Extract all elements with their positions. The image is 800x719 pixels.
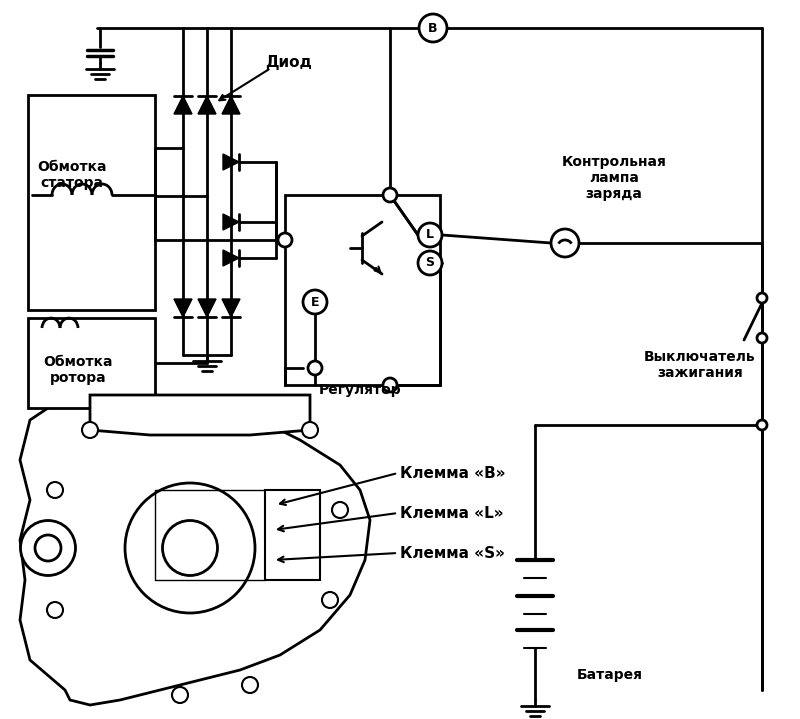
- Circle shape: [302, 422, 318, 438]
- Polygon shape: [223, 250, 239, 266]
- Bar: [28, 95, 155, 310]
- Circle shape: [47, 482, 63, 498]
- Text: Выключатель
зажигания: Выключатель зажигания: [644, 350, 756, 380]
- Polygon shape: [223, 154, 239, 170]
- Text: L: L: [426, 229, 434, 242]
- Circle shape: [757, 293, 767, 303]
- Circle shape: [322, 592, 338, 608]
- Text: Обмотка
ротора: Обмотка ротора: [43, 355, 113, 385]
- Circle shape: [757, 333, 767, 343]
- Polygon shape: [20, 395, 370, 705]
- Circle shape: [242, 677, 258, 693]
- Polygon shape: [174, 96, 192, 114]
- Polygon shape: [198, 299, 216, 317]
- Text: Обмотка
статора: Обмотка статора: [38, 160, 106, 190]
- Ellipse shape: [35, 535, 61, 561]
- Circle shape: [308, 361, 322, 375]
- Ellipse shape: [21, 521, 75, 575]
- Circle shape: [383, 188, 397, 202]
- Text: E: E: [310, 296, 319, 308]
- Bar: [285, 195, 440, 385]
- Circle shape: [278, 233, 292, 247]
- Circle shape: [757, 420, 767, 430]
- Text: Диод: Диод: [265, 55, 312, 70]
- Text: Батарея: Батарея: [577, 668, 643, 682]
- Polygon shape: [174, 299, 192, 317]
- Text: S: S: [426, 257, 434, 270]
- Circle shape: [172, 687, 188, 703]
- Text: Регулятор: Регулятор: [318, 383, 402, 397]
- Polygon shape: [198, 96, 216, 114]
- Text: B: B: [428, 22, 438, 35]
- Circle shape: [303, 290, 327, 314]
- Text: Контрольная
лампа
заряда: Контрольная лампа заряда: [562, 155, 666, 201]
- Circle shape: [551, 229, 579, 257]
- Text: Клемма «L»: Клемма «L»: [400, 505, 503, 521]
- Circle shape: [47, 602, 63, 618]
- Circle shape: [332, 502, 348, 518]
- Text: Клемма «S»: Клемма «S»: [400, 546, 505, 561]
- Text: Клемма «B»: Клемма «B»: [400, 465, 506, 480]
- Polygon shape: [222, 96, 240, 114]
- Circle shape: [419, 14, 447, 42]
- Circle shape: [418, 223, 442, 247]
- Polygon shape: [223, 214, 239, 230]
- Polygon shape: [90, 395, 310, 435]
- Circle shape: [383, 378, 397, 392]
- Bar: [265, 490, 320, 580]
- Ellipse shape: [125, 483, 255, 613]
- Ellipse shape: [162, 521, 218, 575]
- Circle shape: [418, 251, 442, 275]
- Polygon shape: [222, 299, 240, 317]
- Bar: [28, 318, 155, 408]
- Circle shape: [82, 422, 98, 438]
